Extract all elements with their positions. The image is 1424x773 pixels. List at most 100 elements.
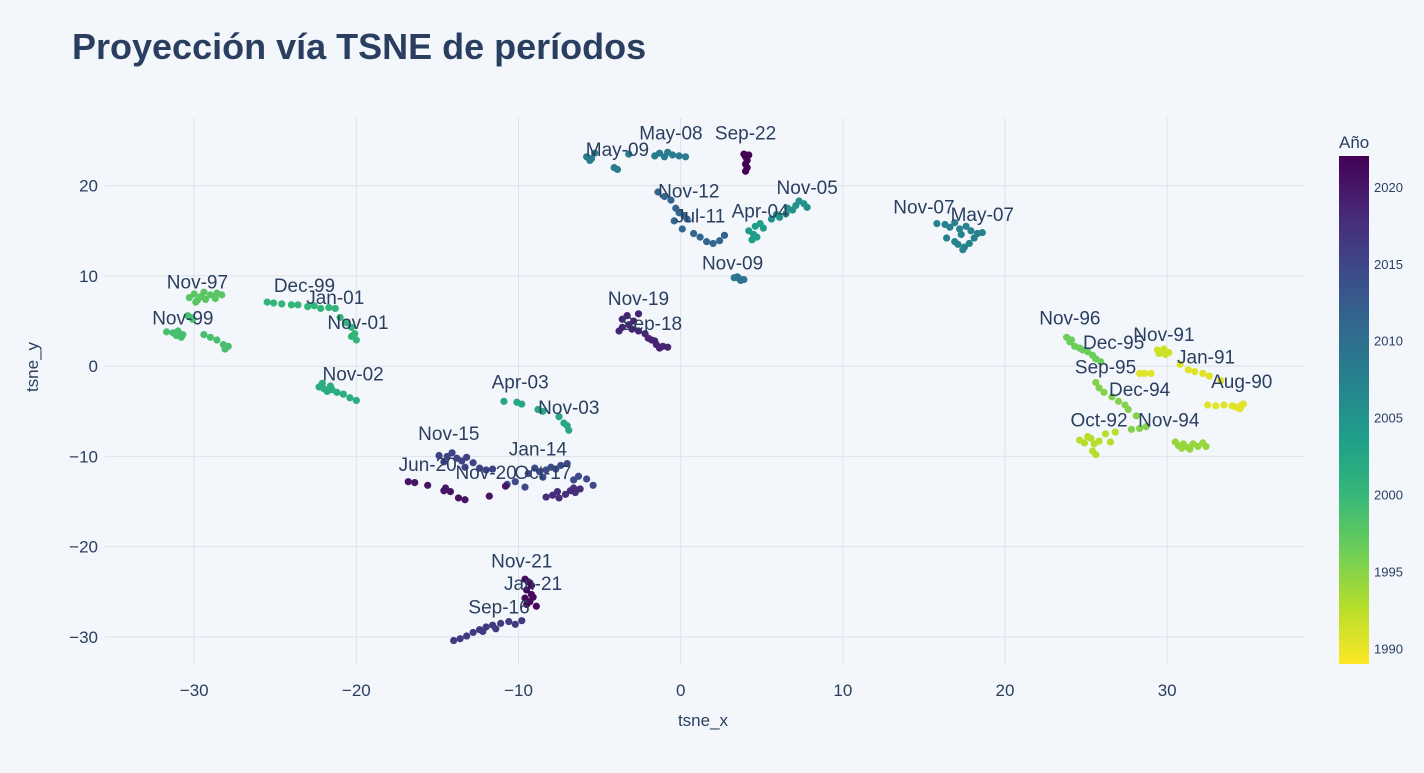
data-point[interactable] bbox=[440, 458, 448, 466]
data-point[interactable] bbox=[352, 396, 360, 405]
data-point[interactable] bbox=[943, 234, 951, 242]
data-point[interactable] bbox=[660, 192, 669, 201]
data-point[interactable] bbox=[644, 334, 652, 342]
data-point[interactable] bbox=[970, 234, 978, 242]
data-point[interactable] bbox=[678, 225, 686, 233]
data-point[interactable] bbox=[1135, 424, 1144, 433]
data-point[interactable] bbox=[527, 581, 536, 590]
data-point[interactable] bbox=[709, 239, 717, 248]
data-point[interactable] bbox=[683, 215, 691, 223]
data-point[interactable] bbox=[715, 237, 724, 245]
data-point[interactable] bbox=[518, 400, 526, 408]
data-point[interactable] bbox=[681, 153, 690, 161]
data-point[interactable] bbox=[951, 219, 959, 227]
data-point[interactable] bbox=[213, 336, 221, 344]
data-point[interactable] bbox=[310, 302, 318, 310]
data-point[interactable] bbox=[454, 494, 463, 502]
data-point[interactable] bbox=[1174, 442, 1183, 450]
data-point[interactable] bbox=[1095, 437, 1103, 445]
data-point[interactable] bbox=[492, 625, 500, 633]
data-point[interactable] bbox=[1067, 336, 1076, 344]
data-point[interactable] bbox=[784, 204, 792, 212]
data-point[interactable] bbox=[505, 617, 513, 626]
data-point[interactable] bbox=[1111, 428, 1119, 436]
data-point[interactable] bbox=[190, 290, 198, 298]
data-point[interactable] bbox=[1220, 401, 1228, 409]
data-point[interactable] bbox=[469, 459, 477, 467]
data-point[interactable] bbox=[1095, 384, 1103, 392]
data-point[interactable] bbox=[270, 299, 278, 307]
data-point[interactable] bbox=[479, 627, 487, 636]
data-point[interactable] bbox=[339, 390, 347, 398]
data-point[interactable] bbox=[634, 310, 643, 318]
data-point[interactable] bbox=[456, 635, 464, 643]
data-point[interactable] bbox=[539, 407, 547, 415]
data-point[interactable] bbox=[957, 230, 965, 239]
data-point[interactable] bbox=[448, 449, 456, 457]
data-point[interactable] bbox=[542, 493, 550, 501]
data-point[interactable] bbox=[485, 492, 493, 500]
data-point[interactable] bbox=[497, 619, 505, 627]
data-point[interactable] bbox=[576, 485, 584, 493]
data-point[interactable] bbox=[570, 484, 578, 492]
data-point[interactable] bbox=[965, 239, 973, 248]
data-point[interactable] bbox=[317, 304, 325, 313]
data-point[interactable] bbox=[1135, 369, 1144, 378]
data-point[interactable] bbox=[318, 379, 326, 387]
data-point[interactable] bbox=[1092, 378, 1100, 387]
data-point[interactable] bbox=[523, 586, 531, 594]
data-point[interactable] bbox=[287, 301, 296, 309]
data-point[interactable] bbox=[1147, 369, 1155, 378]
data-point[interactable] bbox=[651, 337, 659, 345]
data-point[interactable] bbox=[795, 197, 803, 205]
data-point[interactable] bbox=[772, 210, 780, 219]
data-point[interactable] bbox=[424, 481, 432, 489]
data-point[interactable] bbox=[767, 215, 776, 223]
data-point[interactable] bbox=[1101, 430, 1110, 438]
data-point[interactable] bbox=[720, 231, 729, 239]
data-point[interactable] bbox=[404, 478, 412, 486]
data-point[interactable] bbox=[463, 453, 471, 461]
data-point[interactable] bbox=[521, 483, 529, 491]
data-point[interactable] bbox=[651, 152, 659, 160]
data-point[interactable] bbox=[745, 151, 753, 159]
data-point[interactable] bbox=[759, 224, 767, 232]
data-point[interactable] bbox=[333, 388, 341, 396]
data-point[interactable] bbox=[200, 330, 208, 339]
data-point[interactable] bbox=[703, 238, 711, 246]
data-point[interactable] bbox=[211, 294, 219, 303]
data-point[interactable] bbox=[1124, 405, 1132, 414]
data-point[interactable] bbox=[1191, 367, 1199, 376]
data-point[interactable] bbox=[737, 276, 745, 285]
data-point[interactable] bbox=[263, 298, 271, 306]
data-point[interactable] bbox=[535, 468, 544, 476]
data-point[interactable] bbox=[1106, 438, 1115, 446]
data-point[interactable] bbox=[625, 150, 633, 158]
data-point[interactable] bbox=[664, 343, 672, 351]
data-point[interactable] bbox=[553, 488, 562, 496]
data-point[interactable] bbox=[782, 210, 790, 218]
data-point[interactable] bbox=[1084, 432, 1092, 441]
data-point[interactable] bbox=[1127, 425, 1136, 433]
data-point[interactable] bbox=[1165, 349, 1173, 357]
data-point[interactable] bbox=[188, 315, 197, 323]
data-point[interactable] bbox=[524, 469, 532, 478]
data-point[interactable] bbox=[1142, 423, 1150, 431]
data-point[interactable] bbox=[331, 304, 339, 313]
data-point[interactable] bbox=[529, 593, 537, 601]
data-point[interactable] bbox=[201, 295, 210, 303]
data-point[interactable] bbox=[347, 323, 356, 331]
data-point[interactable] bbox=[1100, 388, 1108, 396]
data-point[interactable] bbox=[623, 312, 631, 320]
data-point[interactable] bbox=[667, 196, 675, 204]
data-point[interactable] bbox=[563, 460, 571, 468]
data-point[interactable] bbox=[967, 227, 975, 235]
data-point[interactable] bbox=[325, 303, 333, 312]
data-point[interactable] bbox=[304, 303, 312, 311]
data-point[interactable] bbox=[440, 487, 448, 495]
data-point[interactable] bbox=[1132, 412, 1140, 420]
data-point[interactable] bbox=[1176, 360, 1184, 368]
data-point[interactable] bbox=[221, 345, 229, 353]
data-point[interactable] bbox=[532, 602, 540, 610]
